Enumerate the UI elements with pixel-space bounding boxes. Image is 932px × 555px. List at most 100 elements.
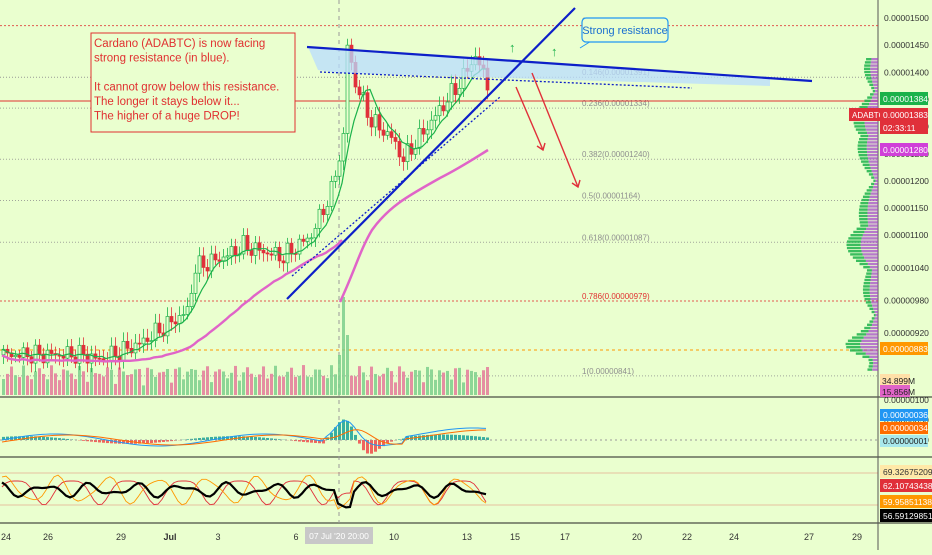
- macd-label-value: 0.00000036: [883, 410, 928, 420]
- volume-profile-bar: [860, 343, 878, 345]
- volume-profile-bar: [872, 311, 875, 313]
- candle-body: [374, 115, 377, 127]
- volume-bar: [310, 377, 313, 395]
- volume-bar: [222, 371, 225, 395]
- volume-profile-bar: [873, 173, 878, 175]
- time-tick-label: 17: [560, 532, 570, 542]
- macd-histogram-bar: [482, 437, 485, 440]
- time-tick-label: 07 Jul '20 20:00: [309, 531, 369, 541]
- volume-profile-bar: [864, 282, 870, 284]
- volume-bar: [78, 366, 81, 395]
- candle-body: [442, 106, 445, 111]
- volume-profile-bar: [850, 253, 863, 255]
- volume-bar: [54, 373, 57, 395]
- volume-bar: [358, 366, 361, 395]
- volume-profile-bar: [872, 368, 878, 370]
- candle-body: [66, 347, 69, 359]
- volume-profile-bar: [847, 244, 861, 246]
- volume-profile-bar: [869, 356, 878, 358]
- volume-bar: [434, 380, 437, 395]
- volume-bar: [314, 369, 317, 395]
- volume-profile-bar: [871, 100, 878, 102]
- volume-bar: [418, 371, 421, 395]
- volume-profile-bar: [863, 349, 878, 351]
- candle-body: [286, 243, 289, 263]
- volume-profile-bar: [854, 125, 865, 127]
- volume-profile-bar: [870, 266, 878, 268]
- volume-profile-bar: [872, 324, 878, 326]
- volume-bar: [370, 367, 373, 395]
- candle-body: [422, 128, 425, 134]
- candle-body: [402, 157, 405, 162]
- candle-body: [266, 253, 269, 254]
- volume-profile-bar: [858, 151, 867, 153]
- volume-profile-bar: [867, 148, 878, 150]
- volume-bar: [250, 374, 253, 395]
- candle-body: [82, 345, 85, 354]
- volume-profile-bar: [867, 368, 872, 370]
- volume-profile-bar: [869, 186, 873, 188]
- volume-profile-bar: [868, 263, 878, 265]
- volume-profile-bar: [871, 298, 878, 300]
- volume-profile-bar: [873, 320, 878, 322]
- volume-bar: [214, 372, 217, 395]
- volume-bar: [258, 374, 261, 395]
- volume-profile-bar: [861, 160, 869, 162]
- volume-profile-bar: [868, 157, 878, 159]
- candle-body: [214, 254, 217, 260]
- volume-profile-bar: [864, 336, 878, 338]
- volume-profile-bar: [868, 205, 878, 207]
- macd-histogram-bar: [330, 433, 333, 440]
- volume-profile-bar: [862, 199, 869, 201]
- volume-profile-bar: [866, 333, 878, 335]
- volume-profile-bar: [875, 90, 878, 92]
- candle-body: [386, 132, 389, 136]
- macd-histogram-bar: [374, 440, 377, 452]
- volume-profile-bar: [854, 122, 865, 124]
- volume-profile-bar: [847, 240, 861, 242]
- macd-histogram-bar: [478, 437, 481, 440]
- volume-bar: [198, 380, 201, 395]
- macd-histogram-bar: [450, 435, 453, 440]
- volume-profile-bar: [860, 224, 868, 226]
- macd-histogram-bar: [162, 440, 165, 442]
- volume-profile-bar: [863, 164, 870, 166]
- macd-label-value: 0.00000034: [883, 423, 928, 433]
- volume-profile-bar: [873, 84, 878, 86]
- volume-profile-bar: [867, 132, 878, 134]
- macd-histogram-bar: [470, 436, 473, 440]
- volume-label-value: 34.899M: [882, 376, 915, 386]
- volume-bar: [394, 382, 397, 395]
- candle-body: [430, 120, 433, 130]
- volume-bar: [278, 376, 281, 395]
- volume-bar: [450, 380, 453, 395]
- volume-bar: [346, 335, 349, 395]
- annotation-line: It cannot grow below this resistance.: [94, 82, 279, 94]
- volume-profile-bar: [853, 256, 864, 258]
- volume-profile-bar: [864, 231, 878, 233]
- volume-bar: [402, 372, 405, 395]
- candle-body: [14, 355, 17, 356]
- volume-profile-bar: [848, 340, 862, 342]
- volume-profile-bar: [870, 64, 878, 66]
- volume-profile-bar: [861, 346, 878, 348]
- volume-bar: [326, 378, 329, 395]
- volume-bar: [254, 377, 257, 395]
- macd-histogram-bar: [446, 435, 449, 440]
- volume-profile-bar: [870, 285, 878, 287]
- candle-body: [174, 322, 177, 324]
- macd-histogram-bar: [354, 435, 357, 440]
- volume-bar: [166, 369, 169, 395]
- volume-bar: [242, 372, 245, 395]
- fib-label: 0.618(0.00001087): [582, 233, 650, 242]
- volume-bar: [306, 377, 309, 395]
- volume-bar: [170, 383, 173, 395]
- volume-profile-bar: [872, 80, 878, 82]
- candle-body: [142, 338, 145, 344]
- annotation-line: strong resistance (in blue).: [94, 53, 230, 65]
- volume-profile-bar: [864, 100, 870, 102]
- volume-bar: [70, 373, 73, 395]
- volume-profile-bar: [858, 141, 867, 143]
- candle-body: [98, 358, 101, 359]
- volume-profile-bar: [865, 276, 871, 278]
